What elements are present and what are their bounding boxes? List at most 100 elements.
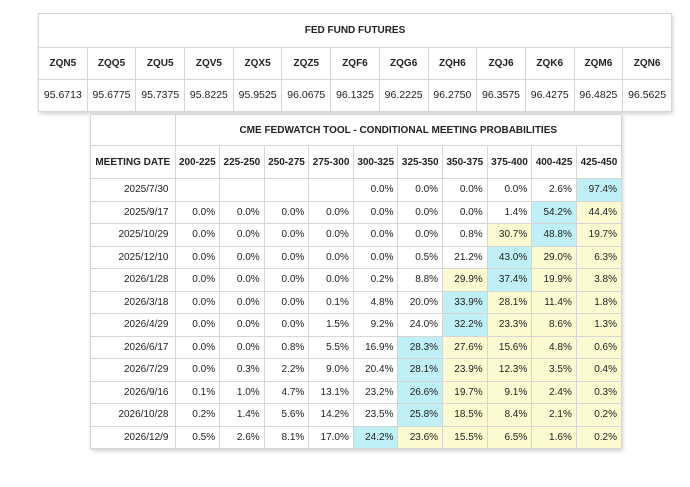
probability-cell: 8.6% <box>531 313 577 337</box>
meeting-date-header: MEETING DATE <box>91 145 176 179</box>
probability-cell: 0.1% <box>174 380 221 404</box>
futures-code-row: ZQN5 ZQQ5 ZQU5 ZQV5 ZQX5 ZQZ5 ZQF6 ZQG6 ZQH6 ZQJ6… <box>39 48 671 79</box>
probability-cell: 0.2% <box>575 403 621 427</box>
meeting-row: 2026/12/9 0.5% 2.6% 8.1% 17.0% 24.2% 23.6% 15.5… <box>91 425 621 448</box>
rate-range-header: 250-275 <box>263 145 310 179</box>
probability-cell: 3.5% <box>531 358 577 382</box>
rate-range-header: 350-375 <box>442 145 488 179</box>
probability-cell: 8.8% <box>397 268 444 292</box>
probability-cell: 24.0% <box>397 313 444 337</box>
rate-range-header: 375-400 <box>486 145 533 179</box>
futures-price-cell: 95.6775 <box>86 80 136 111</box>
probability-cell: 0.0% <box>397 223 444 247</box>
probability-cell: 2.6% <box>219 425 265 448</box>
probability-cell: 17.0% <box>308 425 354 448</box>
futures-price-cell: 96.2225 <box>378 80 428 111</box>
futures-title: FED FUND FUTURES <box>39 14 671 48</box>
probability-cell: 0.2% <box>352 268 399 292</box>
meeting-date-cell: 2026/3/18 <box>91 290 176 314</box>
probability-cell: 0.0% <box>352 200 399 224</box>
probability-cell: 30.7% <box>486 223 533 247</box>
title-spacer-cell <box>91 115 176 146</box>
probability-cell: 0.0% <box>352 223 399 247</box>
probability-cell: 1.3% <box>575 313 621 337</box>
probability-cell: 0.0% <box>219 335 265 359</box>
probability-cell: 0.0% <box>219 245 265 269</box>
probability-cell: 23.6% <box>397 425 444 448</box>
probability-cell: 0.6% <box>575 335 621 359</box>
probability-cell: 25.8% <box>397 403 444 427</box>
rate-range-header: 225-250 <box>219 145 265 179</box>
probability-cell: 9.2% <box>352 313 399 337</box>
probability-cell: 0.0% <box>219 313 265 337</box>
probability-cell: 8.4% <box>486 403 533 427</box>
probability-cell: 0.0% <box>263 290 310 314</box>
rate-range-header: 325-350 <box>397 145 444 179</box>
probability-cell: 18.5% <box>442 403 488 427</box>
probability-cell: 1.4% <box>486 200 533 224</box>
probability-cell: 1.4% <box>219 403 265 427</box>
meeting-date-cell: 2026/9/16 <box>91 380 176 404</box>
probability-cell: 0.0% <box>219 268 265 292</box>
futures-price-cell: 96.4825 <box>573 80 623 111</box>
probability-cell: 29.9% <box>442 268 488 292</box>
futures-code-cell: ZQF6 <box>330 48 379 79</box>
futures-code-cell: ZQQ5 <box>86 48 136 79</box>
meeting-row: 2026/6/17 0.0% 0.0% 0.8% 5.5% 16.9% 28.3% 27.6%… <box>91 335 621 359</box>
probability-cell: 0.0% <box>174 268 221 292</box>
meeting-row: 2026/4/29 0.0% 0.0% 0.0% 1.5% 9.2% 24.0% 32.2% 2… <box>91 313 621 337</box>
meeting-row: 2025/9/17 0.0% 0.0% 0.0% 0.0% 0.0% 0.0% 0.0% 1.4… <box>91 200 621 224</box>
fed-fund-futures-table: FED FUND FUTURES ZQN5 ZQQ5 ZQU5 ZQV5 ZQX5 ZQZ… <box>38 13 672 112</box>
probability-cell: 33.9% <box>442 290 488 314</box>
probability-cell: 21.2% <box>442 245 488 269</box>
probability-cell: 15.6% <box>486 335 533 359</box>
probability-cell: 27.6% <box>442 335 488 359</box>
probability-cell: 0.1% <box>308 290 354 314</box>
meeting-date-cell: 2026/6/17 <box>91 335 176 359</box>
probability-cell: 19.7% <box>442 380 488 404</box>
futures-code-cell: ZQJ6 <box>476 48 525 79</box>
probability-cell: 0.3% <box>575 380 621 404</box>
probability-cell: 28.1% <box>397 358 444 382</box>
probability-cell: 0.0% <box>219 223 265 247</box>
probability-cell: 8.1% <box>263 425 310 448</box>
probability-cell: 0.0% <box>219 290 265 314</box>
probability-cell: 23.5% <box>352 403 399 427</box>
probability-cell: 97.4% <box>575 178 621 202</box>
futures-price-cell: 96.0675 <box>281 80 330 111</box>
probability-cell: 0.2% <box>174 403 221 427</box>
probability-cell: 0.8% <box>442 223 488 247</box>
probability-cell: 0.0% <box>174 358 221 382</box>
probability-cell: 23.9% <box>442 358 488 382</box>
probability-cell: 0.0% <box>263 223 310 247</box>
meeting-date-cell: 2025/10/29 <box>91 223 176 247</box>
probability-cell: 6.3% <box>575 245 621 269</box>
probability-cell: 9.1% <box>486 380 533 404</box>
probability-cell: 48.8% <box>531 223 577 247</box>
rate-range-header: 200-225 <box>174 145 221 179</box>
futures-price-cell: 96.2750 <box>427 80 477 111</box>
meeting-row: 2026/7/29 0.0% 0.3% 2.2% 9.0% 20.4% 28.1% 23.9%… <box>91 358 621 382</box>
probability-cell: 0.0% <box>442 178 488 202</box>
probability-cell: 0.5% <box>397 245 444 269</box>
probability-cell: 4.7% <box>263 380 310 404</box>
probability-cell: 29.0% <box>531 245 577 269</box>
meeting-date-cell: 2026/10/28 <box>91 403 176 427</box>
probability-cell: 23.3% <box>486 313 533 337</box>
probability-cell: 1.6% <box>531 425 577 448</box>
probability-cell: 0.4% <box>575 358 621 382</box>
futures-price-cell: 96.4275 <box>524 80 574 111</box>
probability-cell: 54.2% <box>531 200 577 224</box>
probability-cell: 0.0% <box>174 223 221 247</box>
probability-cell: 2.4% <box>531 380 577 404</box>
probability-cell: 0.0% <box>263 313 310 337</box>
probability-cell: 37.4% <box>486 268 533 292</box>
probability-cell: 0.0% <box>174 290 221 314</box>
probability-cell: 12.3% <box>486 358 533 382</box>
probability-cell: 0.0% <box>308 200 354 224</box>
meeting-date-cell: 2026/1/28 <box>91 268 176 292</box>
probability-cell: 6.5% <box>486 425 533 448</box>
meeting-date-cell: 2025/7/30 <box>91 178 176 202</box>
probability-cell: 0.0% <box>352 178 399 202</box>
probability-cell: 2.2% <box>263 358 310 382</box>
